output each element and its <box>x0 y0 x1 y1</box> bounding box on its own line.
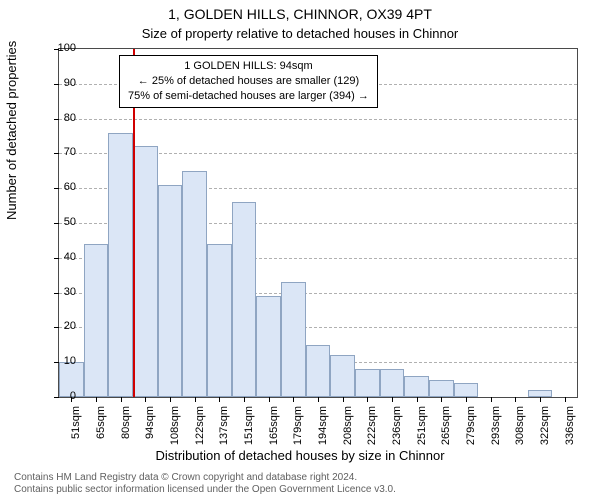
histogram-bar <box>404 376 429 397</box>
x-tick-label: 208sqm <box>342 406 354 450</box>
x-tick-label: 122sqm <box>194 406 206 450</box>
x-tick-label: 151sqm <box>243 406 255 450</box>
histogram-bar <box>232 202 257 397</box>
attribution-footer: Contains HM Land Registry data © Crown c… <box>14 472 396 496</box>
x-tick-label: 322sqm <box>539 406 551 450</box>
x-tick-label: 265sqm <box>440 406 452 450</box>
histogram-bar <box>429 380 454 397</box>
x-tick-mark <box>293 397 294 402</box>
x-tick-mark <box>269 397 270 402</box>
x-tick-label: 251sqm <box>416 406 428 450</box>
y-tick-label: 90 <box>46 77 76 89</box>
x-tick-mark <box>244 397 245 402</box>
x-tick-mark <box>367 397 368 402</box>
histogram-bar <box>133 146 158 397</box>
x-tick-mark <box>466 397 467 402</box>
x-axis-label: Distribution of detached houses by size … <box>0 448 600 463</box>
histogram-bar <box>182 171 207 397</box>
histogram-bar <box>355 369 380 397</box>
x-tick-mark <box>318 397 319 402</box>
x-tick-mark <box>170 397 171 402</box>
footer-line-3: Contains public sector information licen… <box>14 484 396 496</box>
chart-subtitle: Size of property relative to detached ho… <box>0 26 600 41</box>
x-tick-label: 222sqm <box>366 406 378 450</box>
footer-line-1: Contains HM Land Registry data © Crown c… <box>14 472 396 484</box>
annotation-line-1: 1 GOLDEN HILLS: 94sqm <box>128 59 369 74</box>
y-tick-label: 0 <box>46 390 76 402</box>
x-tick-mark <box>540 397 541 402</box>
y-tick-label: 40 <box>46 251 76 263</box>
y-tick-label: 50 <box>46 216 76 228</box>
x-tick-mark <box>219 397 220 402</box>
x-tick-mark <box>145 397 146 402</box>
y-tick-label: 10 <box>46 355 76 367</box>
histogram-bar <box>84 244 109 397</box>
histogram-bar <box>281 282 306 397</box>
x-tick-label: 279sqm <box>465 406 477 450</box>
x-tick-mark <box>96 397 97 402</box>
y-tick-label: 80 <box>46 112 76 124</box>
x-tick-label: 80sqm <box>120 406 132 450</box>
x-tick-label: 108sqm <box>169 406 181 450</box>
histogram-bar <box>528 390 553 397</box>
histogram-bar <box>330 355 355 397</box>
histogram-bar <box>306 345 331 397</box>
annotation-line-3: 75% of semi-detached houses are larger (… <box>128 89 369 104</box>
y-tick-label: 60 <box>46 181 76 193</box>
chart-plot-area: 1 GOLDEN HILLS: 94sqm ← 25% of detached … <box>58 48 578 398</box>
x-tick-mark <box>343 397 344 402</box>
x-tick-mark <box>565 397 566 402</box>
x-tick-mark <box>515 397 516 402</box>
x-tick-label: 94sqm <box>144 406 156 450</box>
x-tick-label: 51sqm <box>70 406 82 450</box>
histogram-bar <box>108 133 133 397</box>
y-axis-label: Number of detached properties <box>4 41 19 220</box>
x-tick-mark <box>392 397 393 402</box>
x-tick-mark <box>417 397 418 402</box>
histogram-bar <box>454 383 479 397</box>
histogram-bar <box>380 369 405 397</box>
histogram-bar <box>207 244 232 397</box>
x-tick-mark <box>491 397 492 402</box>
x-tick-label: 179sqm <box>292 406 304 450</box>
annotation-line-2: ← 25% of detached houses are smaller (12… <box>128 74 369 89</box>
x-tick-label: 65sqm <box>95 406 107 450</box>
x-tick-label: 336sqm <box>564 406 576 450</box>
histogram-bar <box>158 185 183 397</box>
y-tick-label: 100 <box>46 42 76 54</box>
histogram-bar <box>256 296 281 397</box>
x-tick-label: 165sqm <box>268 406 280 450</box>
annotation-box: 1 GOLDEN HILLS: 94sqm ← 25% of detached … <box>119 55 378 108</box>
x-tick-mark <box>441 397 442 402</box>
x-tick-label: 308sqm <box>514 406 526 450</box>
y-tick-label: 20 <box>46 320 76 332</box>
chart-title: 1, GOLDEN HILLS, CHINNOR, OX39 4PT <box>0 6 600 22</box>
x-tick-label: 194sqm <box>317 406 329 450</box>
y-tick-label: 30 <box>46 286 76 298</box>
x-tick-mark <box>195 397 196 402</box>
x-tick-label: 137sqm <box>218 406 230 450</box>
x-tick-label: 236sqm <box>391 406 403 450</box>
gridline <box>59 119 577 120</box>
x-tick-label: 293sqm <box>490 406 502 450</box>
y-tick-label: 70 <box>46 146 76 158</box>
x-tick-mark <box>121 397 122 402</box>
